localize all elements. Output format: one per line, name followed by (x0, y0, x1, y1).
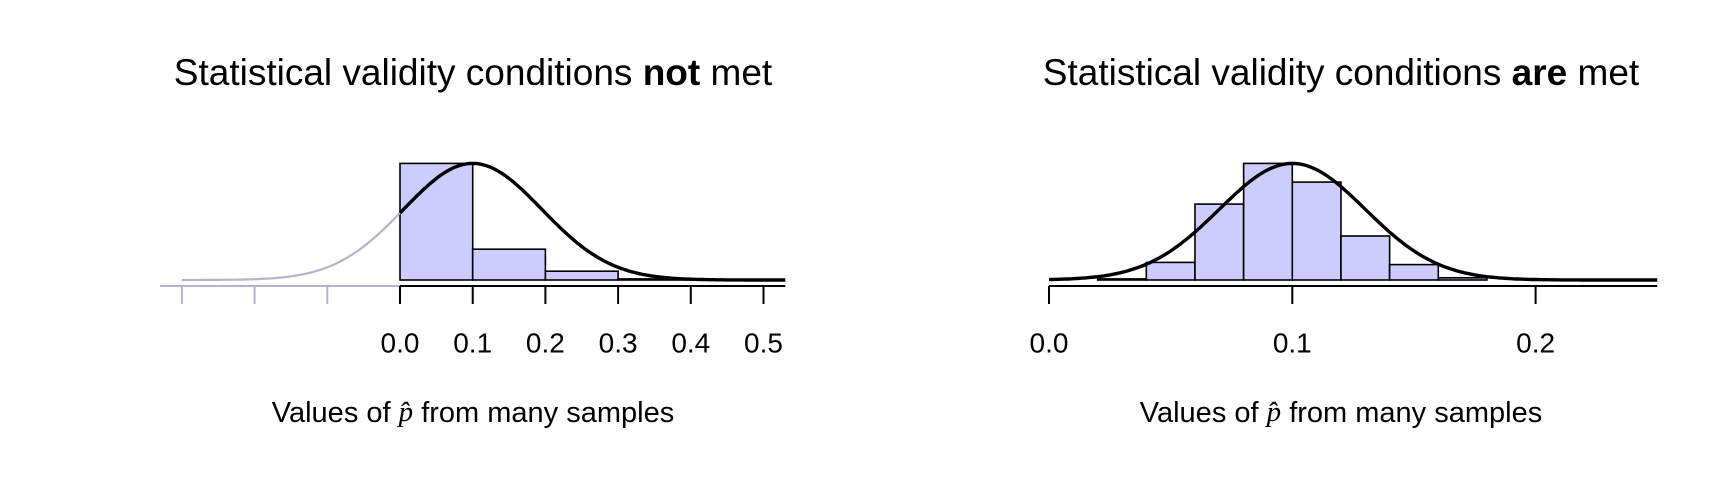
histogram-bar (471, 248, 547, 281)
x-tick-label: 0.2 (526, 327, 565, 358)
x-tick-label: 0.0 (1030, 327, 1069, 358)
histogram-bar (1242, 162, 1294, 281)
normal-curve (398, 161, 786, 282)
histogram-bar (1291, 181, 1342, 281)
x-axis-label: Values of p̂ from many samples (1140, 396, 1542, 429)
title-part: Statistical validity conditions (174, 52, 633, 93)
histogram-bar (1145, 261, 1196, 281)
histogram-bar (1388, 263, 1440, 281)
title-part: Statistical validity conditions (1043, 52, 1502, 93)
x-tick-label: 0.1 (453, 327, 492, 358)
histogram-bar (1096, 278, 1148, 281)
x-axis-label: Values of p̂ from many samples (272, 396, 674, 429)
label-part: Values of (272, 397, 392, 429)
chart-title: Statistical validity conditions are met (1043, 52, 1640, 93)
x-tick-label: 0.0 (381, 327, 420, 358)
x-tick-label: 0.4 (671, 327, 710, 358)
normal-curve-faded (181, 212, 401, 282)
normal-curve (1049, 161, 1658, 282)
x-tick-label: 0.5 (744, 327, 783, 358)
label-part: Values of (1140, 397, 1260, 429)
title-part: met (1578, 52, 1640, 93)
histogram-bar (1194, 203, 1245, 281)
histogram-bar (1340, 235, 1391, 281)
chart-title: Statistical validity conditions not met (174, 52, 773, 93)
x-tick-label: 0.1 (1273, 327, 1312, 358)
x-tick-label: 0.3 (599, 327, 638, 358)
label-part: from many samples (421, 397, 674, 429)
title-part: met (711, 52, 773, 93)
label-part: p̂ (1265, 396, 1282, 428)
title-part: are (1512, 52, 1568, 93)
label-part: from many samples (1289, 397, 1542, 429)
title-part: not (643, 52, 701, 93)
x-tick-label: 0.2 (1516, 327, 1555, 358)
histogram-bar (399, 162, 474, 281)
histogram-bar (1437, 276, 1488, 281)
histogram-bar (544, 270, 619, 281)
label-part: p̂ (397, 396, 414, 428)
